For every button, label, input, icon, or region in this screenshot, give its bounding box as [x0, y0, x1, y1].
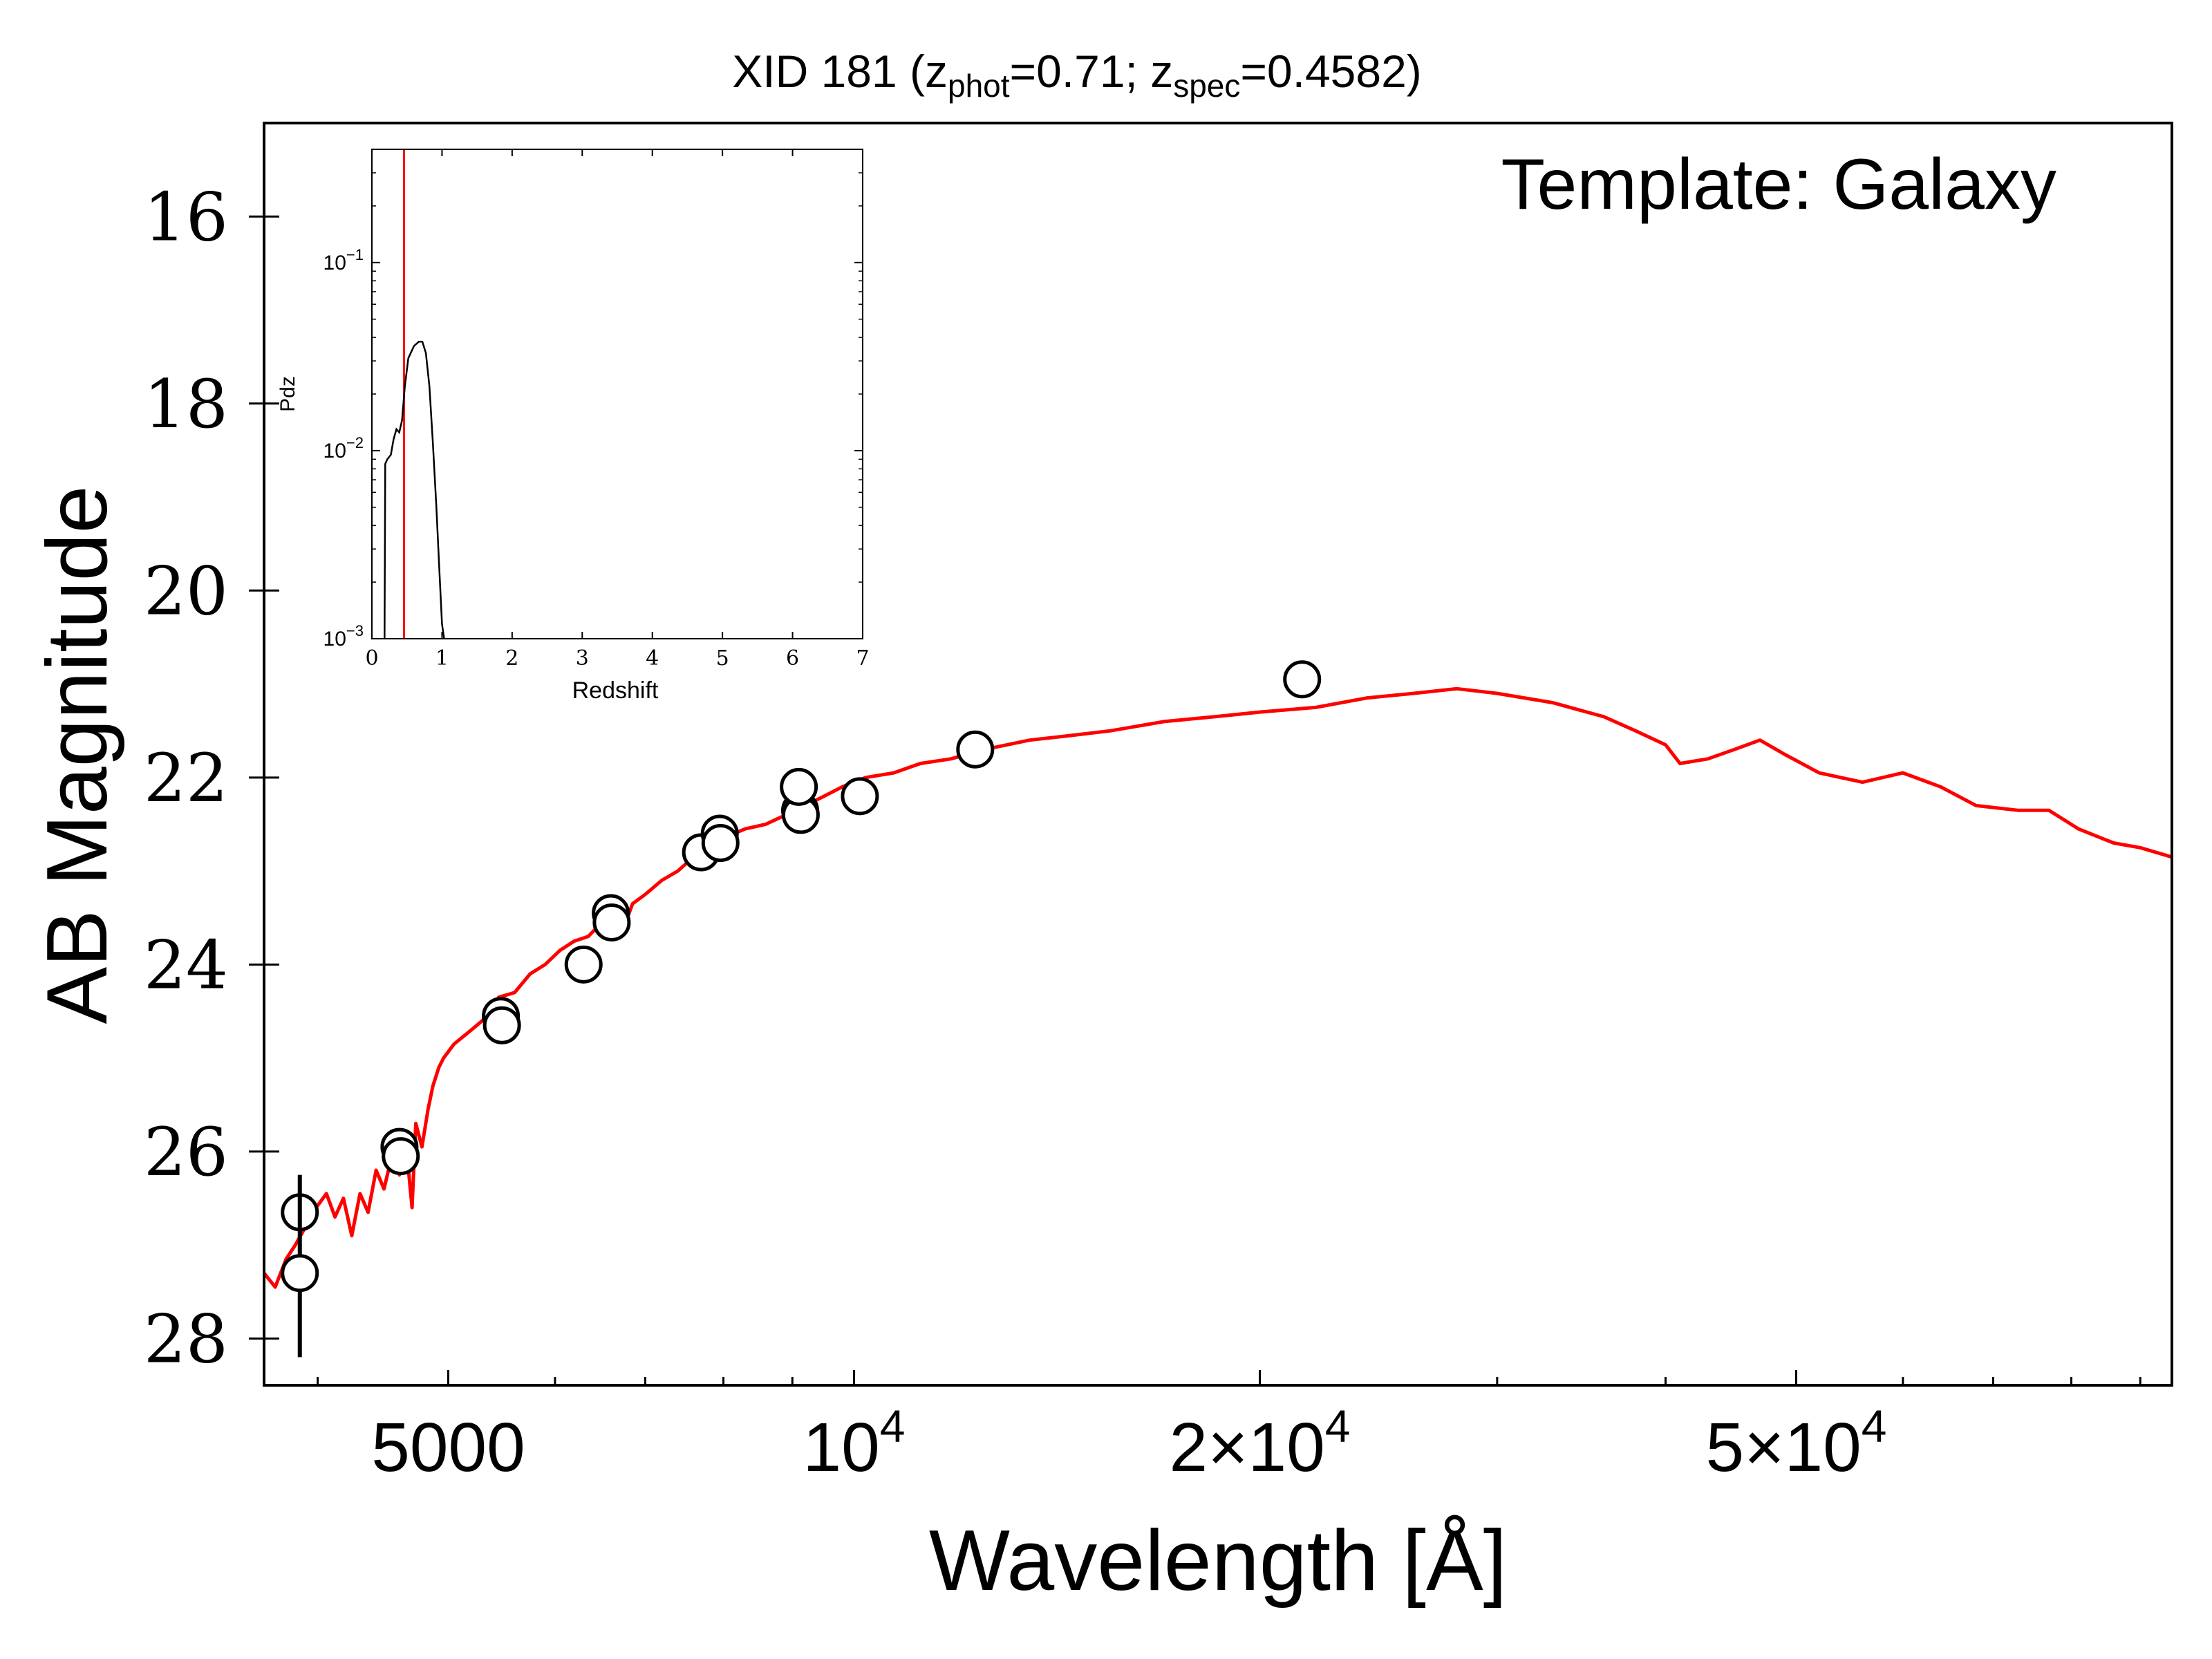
- y-tick-label: 22: [144, 740, 228, 817]
- observed-point: [780, 767, 818, 806]
- observed-point: [564, 945, 603, 984]
- inset-x-tick-label: 4: [646, 646, 659, 671]
- inset-x-tick-label: 5: [716, 646, 729, 671]
- x-tick-label: 5000: [371, 1409, 525, 1486]
- inset-x-axis-label: Redshift: [572, 677, 659, 704]
- y-tick-label: 26: [144, 1114, 228, 1191]
- y-tick-label: 24: [144, 926, 228, 1004]
- template-annotation: Template: Galaxy: [1501, 144, 2056, 225]
- inset-y-tick-label: 10−1: [324, 246, 364, 274]
- x-tick-label: 2×104: [1170, 1400, 1351, 1486]
- inset-x-tick-label: 0: [365, 646, 378, 671]
- inset-x-tick-label: 2: [505, 646, 518, 671]
- observed-point: [482, 1006, 521, 1044]
- y-tick-label: 28: [144, 1300, 228, 1378]
- observed-point: [956, 730, 995, 769]
- y-tick-label: 16: [144, 178, 228, 256]
- inset-y-axis-label: Pdz: [276, 376, 299, 412]
- observed-point: [382, 1137, 420, 1176]
- inset-x-tick-label: 1: [435, 646, 449, 671]
- x-axis-label: Wavelength [Å]: [929, 1513, 1507, 1609]
- observed-point: [841, 777, 879, 816]
- observed-point: [281, 1254, 319, 1293]
- chart-title: XID 181 (zphot=0.71; zspec=0.4582): [732, 46, 1422, 104]
- inset-pdz-plot: 0 1 2 3 4 5 6 7 10−1 10−2 10−3 Redshift Pdz: [276, 149, 870, 704]
- observed-point: [1283, 660, 1322, 699]
- inset-x-tick-label: 7: [856, 646, 869, 671]
- main-plot-frame: [263, 122, 2173, 1387]
- pdz-curve: [384, 340, 445, 639]
- inset-y-tick-label: 10−3: [324, 622, 364, 650]
- inset-x-tick-label: 6: [786, 646, 799, 671]
- inset-x-tick-label: 3: [576, 646, 589, 671]
- x-tick-label: 104: [803, 1400, 906, 1486]
- inset-plot-frame: [371, 149, 863, 639]
- inset-y-tick-label: 10−2: [324, 434, 364, 462]
- y-tick-label: 18: [144, 366, 228, 443]
- observed-photometry: [281, 660, 1322, 1358]
- y-tick-label: 20: [144, 552, 228, 630]
- y-axis-label: AB Magnitude: [30, 486, 125, 1024]
- observed-point: [592, 903, 631, 941]
- observed-point: [701, 823, 740, 862]
- x-tick-label: 5×104: [1705, 1400, 1886, 1486]
